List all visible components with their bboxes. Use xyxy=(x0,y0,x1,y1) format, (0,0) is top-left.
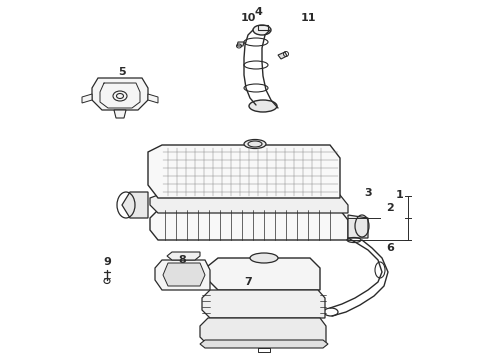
Polygon shape xyxy=(114,110,126,118)
Text: 8: 8 xyxy=(178,255,186,265)
Polygon shape xyxy=(167,252,200,260)
Polygon shape xyxy=(163,263,205,286)
Text: 6: 6 xyxy=(386,243,394,253)
Text: 1: 1 xyxy=(396,190,404,200)
Text: 5: 5 xyxy=(118,67,126,77)
Text: 10: 10 xyxy=(240,13,256,23)
Polygon shape xyxy=(155,260,210,290)
Text: 4: 4 xyxy=(254,7,262,17)
Text: 11: 11 xyxy=(300,13,316,23)
Polygon shape xyxy=(200,318,326,345)
Polygon shape xyxy=(237,42,244,46)
Ellipse shape xyxy=(249,100,277,112)
Text: 9: 9 xyxy=(103,257,111,267)
Polygon shape xyxy=(202,290,325,318)
Polygon shape xyxy=(278,52,287,59)
Polygon shape xyxy=(148,145,340,198)
Polygon shape xyxy=(82,94,92,103)
Text: 2: 2 xyxy=(386,203,394,213)
Text: 7: 7 xyxy=(244,277,252,287)
Polygon shape xyxy=(150,210,348,240)
Polygon shape xyxy=(150,195,348,213)
Ellipse shape xyxy=(250,253,278,263)
Polygon shape xyxy=(348,215,368,238)
Polygon shape xyxy=(208,258,320,290)
Polygon shape xyxy=(122,192,148,218)
Ellipse shape xyxy=(253,25,271,35)
Polygon shape xyxy=(148,94,158,103)
Text: 3: 3 xyxy=(364,188,372,198)
Ellipse shape xyxy=(244,140,266,149)
Polygon shape xyxy=(92,78,148,110)
Polygon shape xyxy=(200,340,328,348)
